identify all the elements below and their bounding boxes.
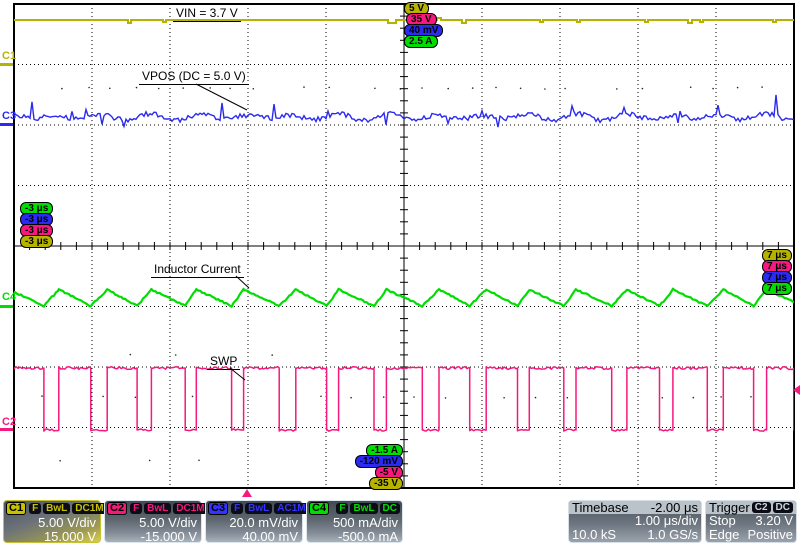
c1-filter-badge: F — [29, 503, 41, 514]
c2-badge: C2 — [107, 502, 127, 515]
c2-offset: -15.000 V — [105, 530, 201, 544]
c1-bwl-badge: BwL — [43, 503, 70, 514]
channel-box-c2[interactable]: C2 F BwL DC1M 5.00 V/div -15.000 V — [104, 500, 202, 543]
c3-badge: C3 — [208, 502, 228, 515]
c2-zero-label: C2 — [2, 416, 16, 428]
c4-zero-marker[interactable] — [0, 305, 13, 308]
channel-box-c4[interactable]: C4 F BwL DC 500 mA/div -500.0 mA — [306, 500, 403, 543]
c2-bwl-badge: BwL — [144, 503, 171, 514]
oscilloscope-screen: VIN = 3.7 V VPOS (DC = 5.0 V) Inductor C… — [0, 0, 800, 547]
c1-left-time-pill: -3 μs — [20, 235, 53, 248]
c1-offset: 15.000 V — [4, 530, 100, 544]
waveform-display — [0, 0, 800, 500]
c4-right-time-pill: 7 μs — [762, 282, 792, 295]
c1-zero-marker[interactable] — [0, 63, 13, 66]
c1-zero-label: C1 — [2, 50, 16, 62]
c1-bottom-value-pill: -35 V — [369, 477, 403, 490]
channel-box-c1[interactable]: C1 F BwL DC1M 5.00 V/div 15.000 V — [3, 500, 101, 543]
trigger-coupling-badge: DC — [773, 502, 793, 513]
timebase-box[interactable]: Timebase -2.00 μs 1.00 μs/div 10.0 kS1.0… — [568, 500, 702, 543]
c4-zero-label: C4 — [2, 291, 16, 303]
c1-coupling-badge: DC1M — [72, 503, 106, 514]
c2-zero-marker[interactable] — [0, 428, 13, 431]
c3-scale: 20.0 mV/div — [206, 516, 302, 530]
c4-bwl-badge: BwL — [350, 503, 377, 514]
timebase-samples: 10.0 kS — [572, 528, 616, 542]
trigger-time-marker[interactable] — [242, 489, 252, 497]
c2-filter-badge: F — [130, 503, 142, 514]
c4-coupling-badge: DC — [380, 503, 400, 514]
c2-scale: 5.00 V/div — [105, 516, 201, 530]
timebase-rate: 1.0 GS/s — [647, 528, 698, 542]
c1-badge: C1 — [6, 502, 26, 515]
c4-scale: 500 mA/div — [307, 516, 402, 530]
c2-coupling-badge: DC1M — [173, 503, 207, 514]
trigger-mode: Stop — [709, 514, 736, 528]
inductor-current-label: Inductor Current — [151, 262, 244, 278]
c2-trace — [14, 367, 800, 432]
swp-label: SWP — [207, 354, 240, 370]
c4-top-value-pill: 2.5 A — [404, 35, 438, 48]
trigger-slope: Positive — [747, 528, 793, 542]
c3-zero-label: C3 — [2, 110, 16, 122]
traces — [0, 18, 800, 431]
timebase-per-div: 1.00 μs/div — [635, 514, 698, 528]
c4-badge: C4 — [309, 502, 329, 515]
trigger-slope-label: Edge — [709, 528, 739, 542]
c1-scale: 5.00 V/div — [4, 516, 100, 530]
vin-label: VIN = 3.7 V — [173, 6, 241, 22]
c3-zero-marker[interactable] — [0, 123, 13, 126]
channel-box-c3[interactable]: C3 F BwL AC1M 20.0 mV/div 40.00 mV — [205, 500, 303, 543]
trigger-level: 3.20 V — [755, 514, 793, 528]
c3-bwl-badge: BwL — [245, 503, 272, 514]
trigger-box[interactable]: Trigger C2 DC Stop3.20 V EdgePositive — [705, 500, 797, 543]
c3-coupling-badge: AC1M — [274, 503, 308, 514]
timebase-title: Timebase — [572, 501, 629, 514]
c4-filter-badge: F — [336, 503, 348, 514]
vpos-label: VPOS (DC = 5.0 V) — [139, 69, 249, 85]
c3-filter-badge: F — [231, 503, 243, 514]
c4-offset: -500.0 mA — [307, 530, 402, 544]
c4-trace — [0, 289, 800, 307]
trigger-source-badge: C2 — [752, 502, 771, 513]
c3-offset: 40.00 mV — [206, 530, 302, 544]
